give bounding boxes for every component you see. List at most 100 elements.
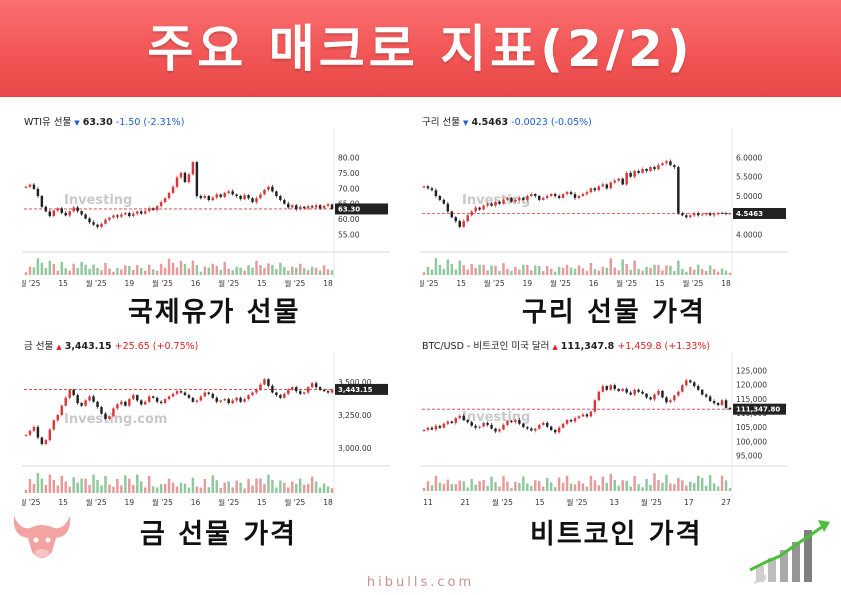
candle-body: [641, 169, 644, 173]
volume-bar: [287, 487, 290, 493]
volume-bar: [302, 484, 306, 493]
candle-body: [203, 196, 207, 199]
candle-body: [685, 215, 688, 218]
candle-body: [318, 387, 322, 390]
candle-body: [243, 195, 246, 200]
x-tick-label: 월 '25: [641, 497, 662, 507]
candle-body: [239, 196, 242, 200]
candle-body: [267, 186, 270, 190]
volume-bar: [681, 480, 684, 491]
candle-body: [92, 222, 95, 225]
volume-bar: [613, 267, 616, 275]
volume-bar: [76, 267, 79, 275]
growth-chart-icon: [749, 520, 830, 584]
x-tick-label: 월 '25: [492, 497, 513, 507]
candle-body: [76, 207, 79, 212]
volume-bar: [609, 258, 613, 275]
chart-title: 금 선물 ▲ 3,443.15 +25.65 (+0.75%): [24, 338, 198, 352]
volume-bar: [577, 480, 581, 491]
candle-body: [251, 392, 254, 396]
candle-body: [239, 397, 242, 402]
volume-bar: [52, 264, 56, 275]
candle-body: [502, 199, 505, 204]
candle-body: [498, 429, 501, 432]
volume-bar: [318, 487, 322, 493]
candle-body: [132, 395, 135, 400]
volume-bar: [549, 268, 553, 275]
candle-body: [681, 213, 684, 216]
candle-body: [665, 397, 668, 403]
candle-body: [538, 424, 541, 429]
candle-body: [526, 196, 529, 200]
candle-body: [689, 380, 692, 383]
candle-body: [259, 194, 262, 199]
candle-body: [124, 212, 127, 215]
volume-bar: [147, 264, 151, 275]
candle-body: [271, 385, 274, 393]
volume-bar: [522, 476, 525, 491]
candle-body: [696, 213, 700, 216]
volume-bar: [183, 264, 187, 275]
candle-body: [561, 194, 565, 198]
volume-bar: [48, 260, 52, 275]
candle-body: [28, 184, 32, 187]
candle-body: [191, 162, 195, 175]
candle-body: [191, 397, 195, 402]
candle-body: [28, 430, 32, 435]
volume-bar: [426, 481, 430, 491]
candle-body: [454, 418, 458, 423]
volume-bar: [446, 259, 450, 275]
candle-body: [700, 389, 704, 395]
volume-bar: [645, 478, 648, 491]
volume-bar: [438, 264, 442, 275]
volume-bar: [633, 260, 636, 275]
volume-bar: [235, 480, 238, 493]
last-price-label: 63.30: [338, 205, 360, 213]
volume-bar: [259, 478, 262, 493]
candle-body: [462, 221, 465, 227]
candle-body: [585, 192, 589, 195]
volume-bar: [581, 268, 585, 275]
watermark: Investing: [462, 410, 530, 425]
candle-body: [557, 196, 561, 198]
volume-bar: [573, 484, 577, 491]
x-tick-label: 월 '25: [152, 497, 173, 507]
candle-body: [199, 196, 203, 199]
candle-body: [538, 196, 541, 200]
volume-bar: [287, 270, 290, 275]
candle-body: [291, 205, 294, 208]
volume-bar: [474, 484, 477, 491]
x-tick-label: 월 '25: [484, 278, 505, 288]
volume-bar: [438, 482, 442, 491]
candle-body: [124, 401, 127, 406]
volume-bar: [474, 267, 477, 275]
volume-bar: [251, 267, 254, 275]
volume-bar: [163, 483, 167, 493]
candle-body: [629, 392, 632, 395]
volume-bar: [506, 481, 509, 491]
volume-bar: [195, 265, 199, 275]
candle-body: [541, 197, 545, 200]
volume-bar: [44, 268, 48, 275]
candle-body: [68, 389, 71, 398]
volume-bar: [167, 478, 171, 493]
volume-bar: [482, 479, 485, 491]
volume-bar: [685, 485, 688, 491]
candle-body: [298, 391, 302, 394]
volume-bar: [538, 480, 541, 491]
chart-title-change: +25.65 (+0.75%): [114, 341, 199, 352]
volume-bar: [633, 475, 636, 491]
volume-bar: [450, 264, 454, 275]
chart-title-name: WTI유 선물: [24, 117, 72, 128]
volume-bar: [291, 481, 294, 493]
candle-body: [514, 199, 517, 202]
x-tick-label: 16: [191, 279, 201, 288]
volume-bar: [649, 267, 652, 275]
candle-body: [553, 430, 557, 433]
y-tick-label: 4.0000: [736, 231, 762, 240]
chart-title-change: -0.0023 (-0.05%): [511, 117, 592, 128]
volume-bar: [24, 489, 28, 493]
volume-bar: [700, 478, 704, 491]
volume-bar: [617, 485, 620, 491]
chart-title-name: 구리 선물: [422, 117, 460, 128]
